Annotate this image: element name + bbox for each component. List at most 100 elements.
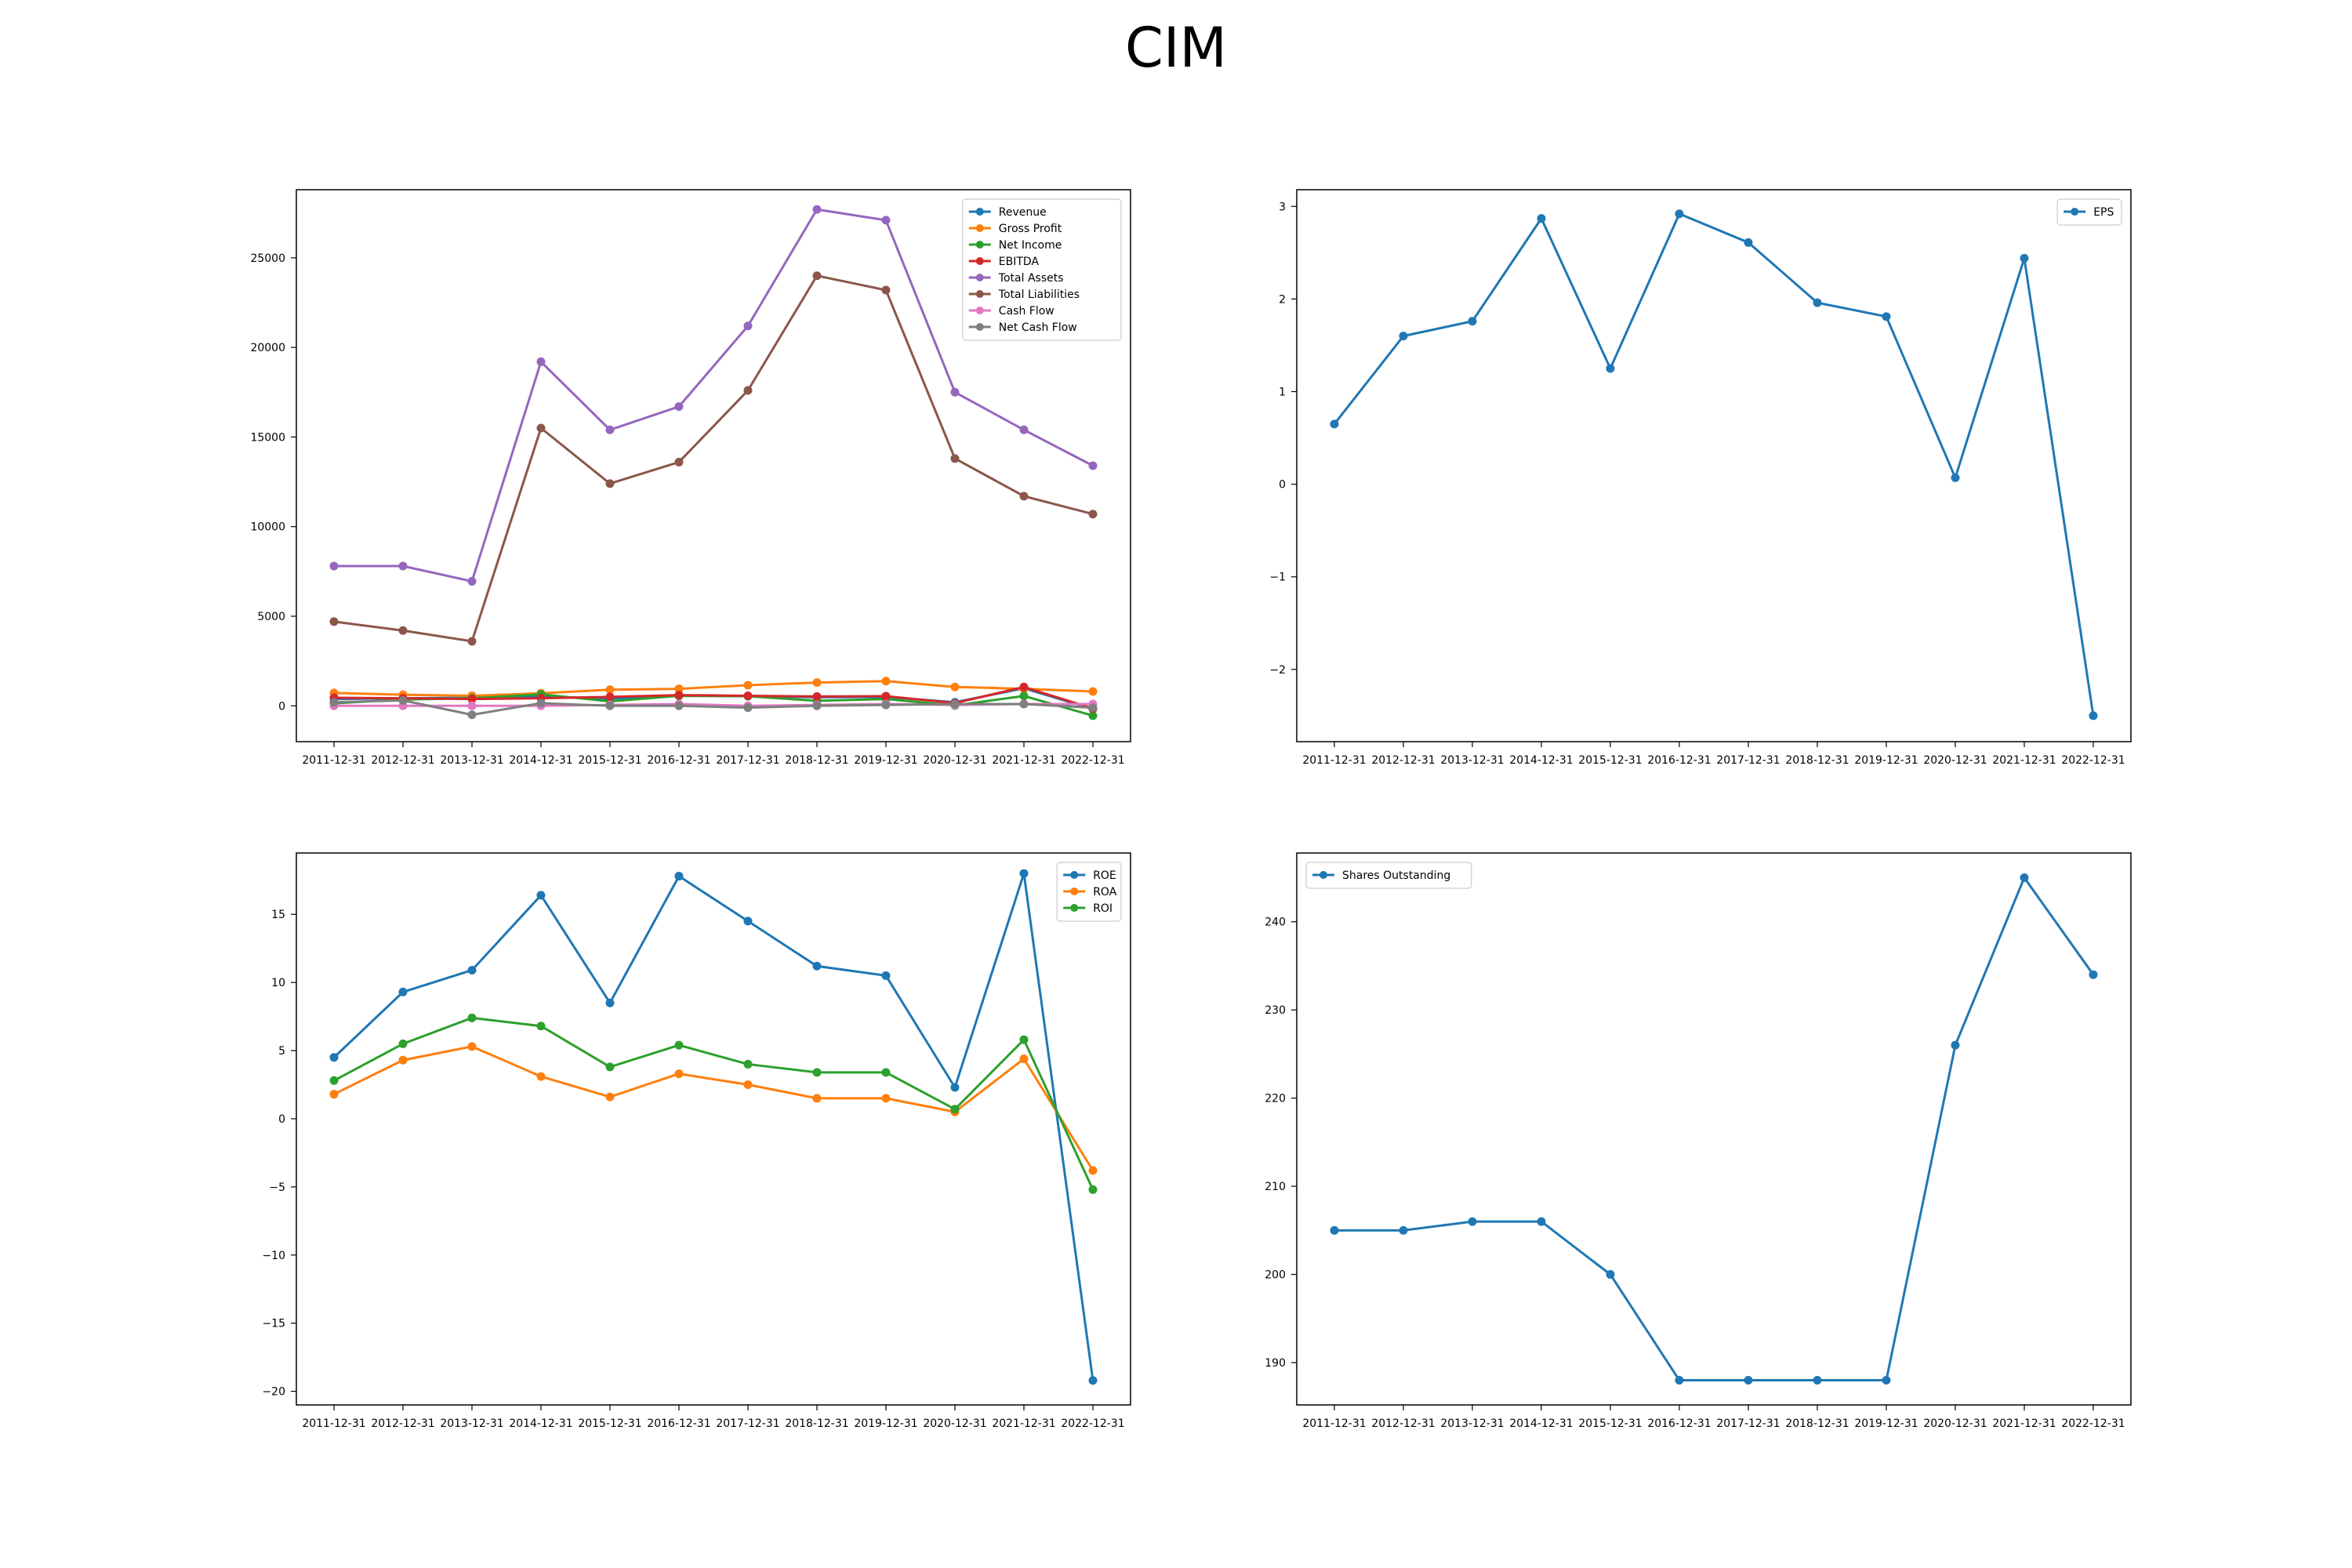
data-point [1951,473,1960,482]
data-point [536,423,546,433]
y-tick-label: −15 [262,1318,285,1330]
series-line [333,274,1094,643]
data-point [1813,298,1822,307]
legend-marker [1070,887,1079,895]
series-line [1333,212,2095,717]
x-tick-label: 2022-12-31 [1061,1417,1124,1430]
data-point [536,699,546,708]
data-point [2020,873,2029,882]
data-point [467,576,477,586]
data-point [812,678,822,688]
y-tick-label: 240 [1265,916,1286,929]
data-point [1088,1376,1098,1385]
x-tick-label: 2017-12-31 [1716,1417,1780,1430]
x-tick-label: 2014-12-31 [509,754,572,767]
x-tick-label: 2015-12-31 [1578,1417,1642,1430]
data-point [605,692,615,702]
series-line [333,1016,1094,1190]
data-point [1399,1225,1408,1235]
x-tick-label: 2021-12-31 [992,1417,1055,1430]
figure-title: CIM [1125,16,1227,80]
data-point [674,684,684,694]
data-point [1675,1376,1684,1385]
data-point [950,1083,960,1092]
y-tick-label: 10 [271,977,285,989]
data-point [536,357,546,366]
x-tick-label: 2011-12-31 [1302,1417,1366,1430]
data-point [605,998,615,1007]
legend-label: Shares Outstanding [1342,869,1450,882]
y-tick-label: 220 [1265,1093,1286,1105]
data-point [743,321,753,331]
y-tick-label: −1 [1269,572,1286,584]
data-point [1019,425,1029,434]
data-point [674,872,684,881]
x-tick-label: 2012-12-31 [1371,754,1435,767]
legend-marker [975,224,984,232]
data-point [398,1039,408,1048]
y-tick-label: −2 [1269,664,1286,677]
chart-panel-4: 2011-12-31 2012-12-31 2013-12-31 2014-12-31… [1265,852,2132,1430]
data-point [743,703,753,713]
data-point [950,699,960,709]
x-tick-label: 2020-12-31 [1923,754,1987,767]
data-point [812,961,822,971]
series-roi [329,1013,1098,1194]
y-tick-label: 3 [1279,201,1286,213]
data-point [950,682,960,691]
legend-marker [975,241,984,249]
x-tick-label: 2016-12-31 [1647,1417,1711,1430]
data-point [1330,419,1339,429]
data-point [1088,1185,1098,1194]
x-tick-label: 2015-12-31 [1578,754,1642,767]
data-point [674,402,684,412]
series-line [333,1045,1094,1171]
legend-label: Total Liabilities [998,289,1080,301]
data-point [1088,510,1098,519]
data-point [467,695,477,704]
data-point [536,1022,546,1031]
y-tick-label: 5 [278,1045,285,1058]
data-point [1537,1217,1546,1226]
data-point [467,1042,477,1051]
data-point [1088,1166,1098,1175]
plot-frame [1296,852,2132,1406]
data-point [329,698,339,707]
data-point [398,561,408,571]
data-point [536,891,546,900]
data-point [467,637,477,646]
data-point [398,695,408,705]
legend: ROE ROA ROI [1056,862,1122,922]
x-tick-label: 2016-12-31 [647,1417,710,1430]
x-tick-label: 2012-12-31 [371,754,434,767]
x-tick-label: 2012-12-31 [1371,1417,1435,1430]
data-point [950,1105,960,1114]
series-line [332,873,1094,1381]
legend-label: Net Cash Flow [999,321,1077,334]
data-point [605,685,615,695]
legend-label: Cash Flow [999,305,1054,318]
data-point [674,691,684,700]
data-point [467,710,477,720]
data-point [881,691,891,701]
data-point [1088,461,1098,470]
legend-marker [2071,208,2079,216]
x-tick-label: 2014-12-31 [1509,1417,1573,1430]
data-point [1019,699,1029,709]
data-point [1882,312,1891,321]
data-point [1088,703,1098,713]
data-point [881,971,891,980]
data-point [1606,1270,1615,1279]
legend: Revenue Gross Profit Net Income EBITDA Total… [962,198,1122,341]
plot-frame [1296,189,2132,742]
data-point [1019,682,1029,691]
legend-label: EPS [2093,206,2114,219]
plot-frame [296,852,1131,1406]
data-point [812,1094,822,1103]
series-line [333,685,1094,710]
x-tick-label: 2018-12-31 [1785,754,1849,767]
x-tick-label: 2020-12-31 [923,1417,986,1430]
x-tick-label: 2017-12-31 [716,754,779,767]
y-tick-label: 1 [1279,387,1286,399]
